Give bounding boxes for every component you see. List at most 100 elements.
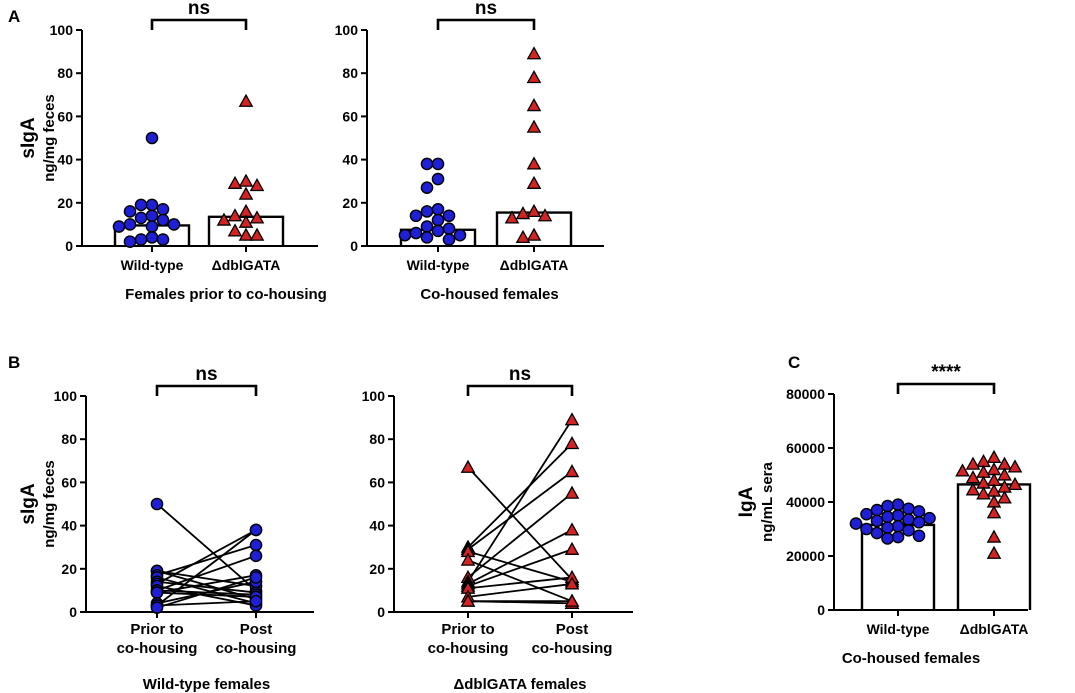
- panel-b-pair-line: [156, 580, 257, 594]
- panel-b-x-tick-label: Post: [240, 621, 273, 638]
- panel-b-pair-line: [156, 554, 257, 592]
- panel-a-y-axis-title: sIgA: [18, 117, 39, 158]
- panel-b-data-point: [150, 586, 164, 599]
- panel-a-y-axis-subtitle: ng/mg feces: [41, 94, 58, 182]
- panel-c-data-point: [923, 511, 936, 525]
- panel-a-data-point: [145, 231, 159, 244]
- panel-a2-data-point: [442, 222, 456, 236]
- panel-b2-significance-bracket: [466, 384, 574, 396]
- panel-c-data-point: [881, 510, 894, 524]
- panel-c-data-point: [891, 509, 905, 522]
- panel-a-data-point: [112, 220, 126, 233]
- panel-b2-data-point: [564, 541, 580, 555]
- panel-a-y-tick-label: 40: [57, 152, 73, 168]
- chart-panel-b-wildtype-females: 0 20 40 60 80 100 sIgA ng/mg feces Prior to co-ho…: [18, 364, 314, 693]
- panel-a-data-point: [145, 131, 159, 145]
- panel-c-data-point: [986, 449, 1002, 464]
- panel-c-data-point: [997, 490, 1012, 504]
- panel-c-data-point: [912, 505, 926, 518]
- panel-a-data-point: [238, 227, 254, 241]
- panel-b-significance-bracket: [155, 384, 258, 396]
- panel-a2-data-point: [526, 175, 542, 189]
- panel-b-pair-line: [156, 600, 257, 607]
- panel-c-y-tick-label: 20000: [786, 548, 825, 564]
- panel-a-data-point: [227, 223, 243, 237]
- panel-b2-y-tick-label: 100: [362, 388, 386, 404]
- panel-c-data-point: [965, 456, 981, 470]
- panel-b-data-point: [249, 594, 263, 608]
- panel-b2-y-tick-label: 0: [377, 604, 385, 620]
- panel-a2-data-point: [420, 157, 434, 171]
- panel-b-data-point: [150, 601, 164, 614]
- panel-a2-data-point: [431, 224, 445, 238]
- panel-c-data-point: [849, 517, 863, 530]
- panel-b-x-axis-title: Wild-type females: [143, 676, 270, 693]
- panel-b2-pair-line: [467, 442, 573, 548]
- panel-a2-data-point: [526, 46, 542, 60]
- panel-a2-data-point: [504, 210, 520, 224]
- panel-c-significance-label: ****: [931, 362, 961, 383]
- panel-a2-data-point: [442, 209, 456, 223]
- panel-c-data-point: [860, 507, 873, 521]
- panel-c-y-axis-subtitle: ng/mL sera: [759, 461, 776, 541]
- panel-a2-data-point: [420, 181, 434, 194]
- panel-a2-data-point: [420, 205, 434, 218]
- panel-b2-data-point: [564, 464, 580, 478]
- panel-a2-data-point: [453, 228, 467, 242]
- panel-a2-data-point: [515, 206, 531, 220]
- panel-b-data-point: [249, 549, 263, 563]
- panel-a-x-tick-label: Wild-type: [121, 257, 184, 273]
- panel-a-data-point: [156, 202, 170, 216]
- panel-b2-pair-line: [467, 492, 573, 579]
- panel-c-y-axis-title: IgA: [736, 486, 757, 517]
- panel-c-y-tick-label: 0: [817, 602, 825, 618]
- panel-b-pair-line: [156, 576, 257, 609]
- panel-a-x-axis-title: Females prior to co-housing: [125, 286, 327, 303]
- panel-b2-pair-line: [467, 470, 573, 551]
- panel-c-data-point: [891, 530, 905, 544]
- panel-label-c: C: [788, 353, 800, 372]
- panel-a2-data-point: [526, 203, 542, 218]
- panel-b2-data-point: [564, 435, 580, 450]
- panel-c-data-point: [891, 520, 905, 533]
- panel-b-y-tick-label: 40: [61, 518, 77, 534]
- panel-b2-data-point: [564, 485, 580, 499]
- panel-b2-x-tick-label: Prior to: [441, 621, 494, 638]
- panel-b-pair-line: [156, 544, 257, 577]
- panel-c-data-point: [986, 505, 1002, 519]
- panel-c-data-point: [881, 521, 894, 534]
- panel-b-pair-line: [156, 576, 257, 605]
- panel-c-data-point: [1007, 459, 1023, 473]
- panel-b2-pair-line: [467, 529, 573, 585]
- panel-a-data-point: [249, 210, 265, 224]
- panel-c-data-point: [870, 514, 884, 528]
- panel-a-y-tick-label: 60: [57, 108, 73, 124]
- panel-a-data-point: [145, 209, 159, 223]
- panel-a-data-point: [134, 211, 148, 225]
- panel-c-x-tick-label: Wild-type: [867, 621, 930, 637]
- panel-a2-significance-bracket: [436, 18, 536, 30]
- chart-panel-a-cohoused-females: 0 20 40 60 80 100 Wild-type ΔdblGATA Co-housed f…: [335, 0, 604, 303]
- panel-c-data-point: [1007, 476, 1023, 491]
- panel-a2-data-point: [431, 213, 445, 227]
- panel-b-y-tick-label: 80: [61, 431, 77, 447]
- panel-a2-data-point: [526, 98, 542, 112]
- panel-b-x-tick-label: Prior to: [130, 621, 183, 638]
- panel-b2-data-point: [564, 522, 580, 536]
- panel-a2-data-point: [526, 119, 542, 133]
- panel-a-data-point: [249, 177, 265, 192]
- panel-b2-y-tick-label: 60: [369, 474, 385, 490]
- panel-a2-data-point: [420, 220, 434, 233]
- panel-a-y-tick-label: 80: [57, 65, 73, 81]
- panel-b-y-tick-label: 60: [61, 474, 77, 490]
- panel-b2-data-point: [460, 552, 476, 566]
- panel-a-data-point: [145, 198, 159, 212]
- panel-b2-pair-line: [467, 559, 573, 603]
- panel-a-significance-bracket: [150, 18, 248, 30]
- panel-a2-data-point: [526, 156, 542, 170]
- panel-a2-data-point: [431, 157, 445, 171]
- panel-a2-data-point: [409, 209, 423, 223]
- panel-b-y-tick-label: 100: [54, 388, 78, 404]
- panel-a2-data-point: [442, 233, 456, 246]
- panel-a-y-tick-label: 0: [65, 238, 73, 254]
